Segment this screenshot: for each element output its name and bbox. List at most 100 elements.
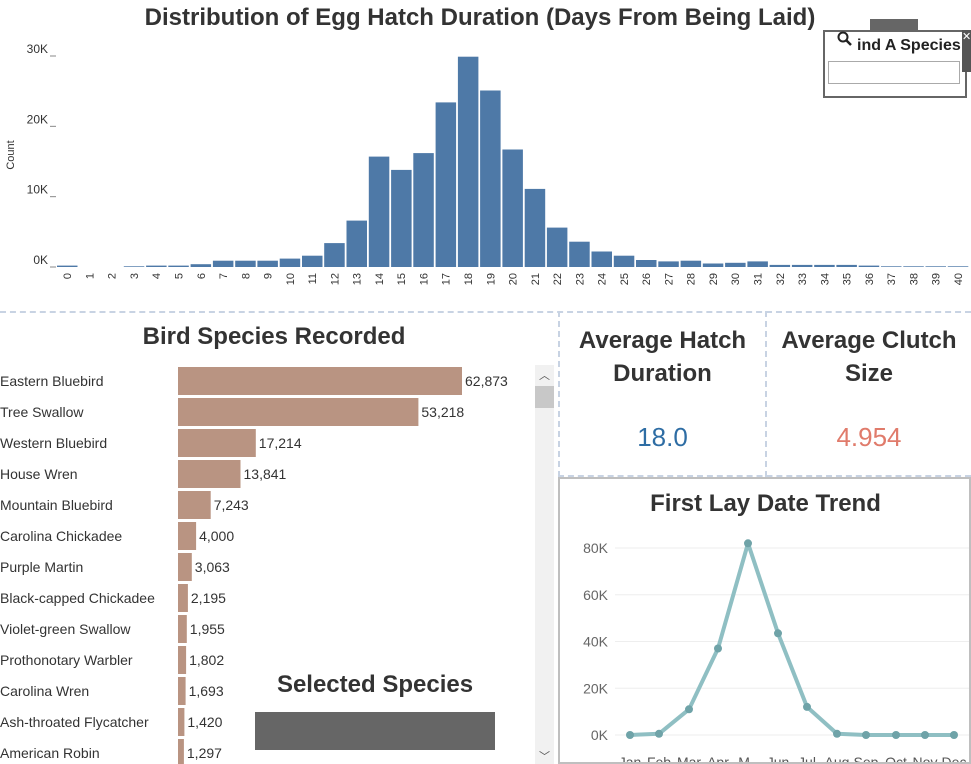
- histogram-bar[interactable]: [368, 156, 390, 267]
- histogram-bar[interactable]: [747, 261, 768, 267]
- histogram-bar[interactable]: [658, 261, 679, 267]
- histogram-bar[interactable]: [57, 265, 78, 267]
- trend-point[interactable]: [685, 705, 693, 714]
- species-scrollbar-thumb[interactable]: [535, 386, 554, 408]
- histogram-bar[interactable]: [391, 169, 412, 267]
- species-bar[interactable]: [178, 553, 192, 581]
- histogram-bar[interactable]: [235, 260, 256, 267]
- histogram-bar[interactable]: [302, 255, 323, 267]
- species-name-label[interactable]: Carolina Chickadee: [0, 528, 122, 544]
- species-name-label[interactable]: Prothonotary Warbler: [0, 652, 133, 668]
- histogram-bar[interactable]: [791, 264, 813, 267]
- species-name-label[interactable]: Ash-throated Flycatcher: [0, 714, 149, 730]
- histogram-bar[interactable]: [435, 102, 457, 268]
- species-bar[interactable]: [178, 677, 186, 705]
- histogram-bar[interactable]: [947, 266, 969, 267]
- species-bar[interactable]: [178, 708, 185, 736]
- histogram-bar[interactable]: [769, 264, 791, 267]
- species-name-label[interactable]: Purple Martin: [0, 559, 83, 575]
- trend-point[interactable]: [803, 702, 811, 711]
- species-bar[interactable]: [178, 398, 419, 426]
- species-bar[interactable]: [178, 584, 188, 612]
- trend-point[interactable]: [626, 731, 634, 739]
- trend-point[interactable]: [744, 539, 752, 548]
- histogram-bar[interactable]: [457, 56, 479, 268]
- histogram-bar[interactable]: [279, 258, 301, 267]
- chevron-down-icon[interactable]: ﹀: [539, 751, 550, 763]
- species-bar[interactable]: [178, 429, 256, 457]
- histogram-bar[interactable]: [814, 264, 835, 267]
- species-name-label[interactable]: Western Bluebird: [0, 435, 107, 451]
- trend-point[interactable]: [892, 731, 900, 739]
- histogram-bar[interactable]: [212, 260, 234, 267]
- histogram-bar[interactable]: [190, 264, 212, 267]
- species-name-label[interactable]: Tree Swallow: [0, 404, 84, 420]
- species-name-label[interactable]: House Wren: [0, 466, 78, 482]
- species-bar[interactable]: [178, 522, 197, 550]
- section-divider: [558, 475, 971, 477]
- chevron-up-icon[interactable]: ︿: [539, 370, 550, 382]
- trend-point[interactable]: [921, 731, 929, 739]
- species-name-label[interactable]: Eastern Bluebird: [0, 373, 104, 389]
- first-lay-date-line-chart[interactable]: 0K 20K 40K 60K 80K Jan Feb Mar Apr M.. Jun Jul Aug S…: [560, 520, 969, 762]
- histogram-bar[interactable]: [881, 266, 902, 267]
- histogram-bar[interactable]: [591, 251, 613, 268]
- histogram-bar[interactable]: [613, 255, 635, 267]
- histogram-bar[interactable]: [925, 266, 947, 267]
- histogram-bar[interactable]: [146, 265, 167, 267]
- species-bar[interactable]: [178, 739, 184, 764]
- species-name-label[interactable]: American Robin: [0, 745, 100, 761]
- trend-point[interactable]: [714, 644, 722, 653]
- species-name-label[interactable]: Mountain Bluebird: [0, 497, 113, 513]
- histogram-bar[interactable]: [903, 266, 924, 267]
- selected-species-title: Selected Species: [276, 671, 474, 698]
- histogram-bar[interactable]: [702, 263, 724, 268]
- find-species-input[interactable]: [828, 61, 960, 84]
- close-icon[interactable]: ✕: [962, 30, 971, 72]
- species-bar[interactable]: [178, 367, 462, 395]
- histogram-bar[interactable]: [480, 90, 501, 268]
- histogram-bar[interactable]: [636, 260, 657, 267]
- species-name-label[interactable]: Carolina Wren: [0, 683, 89, 699]
- histogram-bar[interactable]: [546, 227, 568, 267]
- trend-point[interactable]: [950, 731, 958, 739]
- histogram-x-tick-label: 35: [842, 273, 854, 285]
- species-bar-chart[interactable]: Eastern Bluebird 62,873 Tree Swallow 53,218…: [0, 360, 534, 764]
- search-icon: [837, 31, 852, 46]
- species-value-label: 2,195: [191, 590, 226, 606]
- species-name-label[interactable]: Black-capped Chickadee: [0, 590, 155, 606]
- histogram-bar[interactable]: [502, 149, 523, 268]
- histogram-bar[interactable]: [680, 260, 702, 267]
- trend-point[interactable]: [862, 731, 870, 739]
- trend-series-line: [629, 541, 954, 737]
- histogram-bar[interactable]: [725, 262, 746, 267]
- histogram-bar[interactable]: [413, 153, 434, 267]
- species-bar[interactable]: [178, 491, 211, 519]
- selected-species-box[interactable]: [255, 712, 495, 750]
- menu-handle[interactable]: [870, 19, 918, 30]
- trend-point[interactable]: [774, 629, 782, 638]
- histogram-bar[interactable]: [324, 243, 345, 267]
- histogram-x-tick-label: 13: [352, 273, 364, 285]
- species-name-label[interactable]: Violet-green Swallow: [0, 621, 131, 637]
- histogram-bar[interactable]: [836, 264, 857, 267]
- trend-point[interactable]: [655, 729, 663, 738]
- section-divider: [0, 311, 971, 313]
- histogram-bar[interactable]: [257, 260, 278, 267]
- histogram-bar[interactable]: [168, 265, 189, 267]
- species-scrollbar[interactable]: [535, 365, 554, 764]
- histogram-bar[interactable]: [524, 188, 546, 267]
- histogram-bar[interactable]: [569, 241, 590, 267]
- trend-point[interactable]: [833, 729, 841, 738]
- histogram-bar[interactable]: [346, 220, 368, 267]
- avg-clutch-title-line1: Average Clutch: [781, 327, 957, 354]
- species-bar[interactable]: [178, 646, 187, 674]
- histogram-bar[interactable]: [858, 265, 880, 267]
- trend-x-tick-label: Jan: [619, 754, 642, 762]
- trend-x-tick-label: Aug: [825, 754, 850, 762]
- species-bar[interactable]: [178, 615, 187, 643]
- species-bar[interactable]: [178, 460, 241, 488]
- histogram-x-tick-label: 27: [663, 273, 675, 285]
- histogram-bar[interactable]: [123, 266, 145, 267]
